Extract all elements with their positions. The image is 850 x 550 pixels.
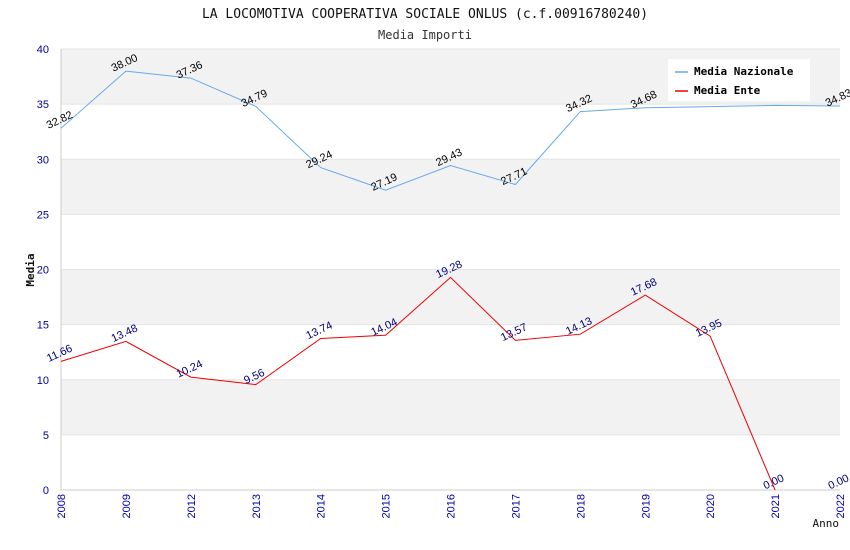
legend: Media Nazionale Media Ente — [668, 59, 810, 101]
background-band — [61, 379, 840, 435]
plot-background-bands — [61, 49, 840, 490]
x-tick-label: 2022 — [835, 494, 847, 518]
x-tick-label: 2012 — [186, 494, 198, 518]
x-tick-label: 2009 — [121, 494, 133, 518]
y-tick-label: 30 — [37, 154, 49, 166]
y-tick-label: 5 — [43, 430, 49, 442]
background-band — [61, 104, 840, 160]
y-tick-label: 20 — [37, 265, 49, 277]
x-tick-label: 2021 — [770, 494, 782, 518]
series-line-media-nazionale — [60, 70, 841, 191]
background-band — [61, 434, 840, 490]
chart-subtitle: Media Importi — [378, 28, 472, 42]
x-tick-label: 2015 — [381, 494, 393, 518]
background-band — [61, 159, 840, 215]
x-tick-label: 2019 — [640, 494, 652, 518]
y-axis-label: Media — [24, 253, 37, 286]
y-tick-label: 25 — [37, 209, 49, 221]
x-axis-label: Anno — [813, 517, 840, 530]
legend-label-media-ente: Media Ente — [694, 84, 761, 97]
x-tick-label: 2016 — [446, 494, 458, 518]
series-lines — [60, 70, 841, 491]
y-tick-label: 15 — [37, 320, 49, 332]
y-axis-ticks: 0 5 10 15 20 25 30 35 40 — [37, 44, 49, 497]
legend-label-media-nazionale: Media Nazionale — [694, 65, 794, 78]
x-tick-label: 2008 — [56, 494, 68, 518]
x-axis-ticks: 2008 2009 2012 2013 2014 2015 2016 2017 2018 2019… — [56, 494, 847, 518]
background-band — [61, 214, 840, 270]
x-tick-label: 2017 — [510, 494, 522, 518]
background-band — [61, 269, 840, 325]
x-tick-label: 2014 — [316, 494, 328, 518]
y-tick-label: 10 — [37, 375, 49, 387]
y-tick-label: 0 — [43, 485, 49, 497]
background-band — [61, 324, 840, 380]
x-tick-label: 2020 — [705, 494, 717, 518]
series-line-media-ente — [60, 276, 776, 491]
chart-title: LA LOCOMOTIVA COOPERATIVA SOCIALE ONLUS … — [202, 7, 648, 22]
x-tick-label: 2013 — [251, 494, 263, 518]
legend-box — [668, 59, 810, 101]
y-tick-label: 35 — [37, 99, 49, 111]
y-tick-label: 40 — [37, 44, 49, 56]
x-tick-label: 2018 — [575, 494, 587, 518]
